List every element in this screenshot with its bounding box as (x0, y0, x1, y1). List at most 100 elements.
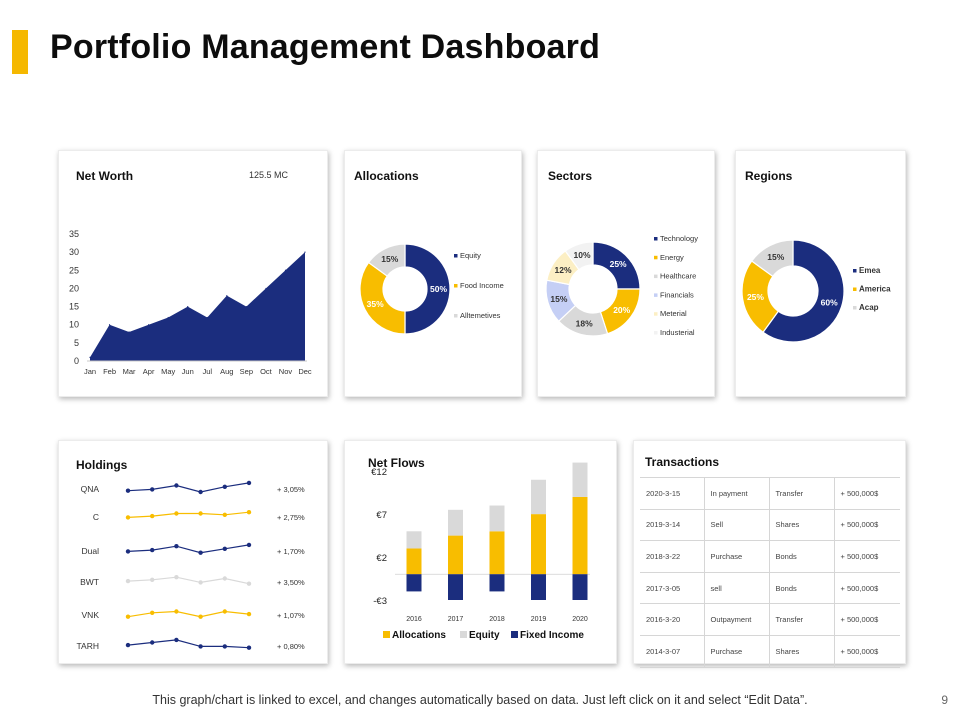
legend-label: Equity (460, 251, 481, 260)
net-worth-point (226, 295, 228, 297)
allocations-chart[interactable]: 50% 35% 15% Equity Food Income Alltemetives (345, 151, 521, 396)
table-cell: sell (704, 572, 770, 605)
sparkline-point (246, 645, 252, 650)
x-tick-label: 2016 (406, 616, 422, 623)
sparkline-point (246, 581, 252, 586)
holding-name: BWT (80, 577, 99, 587)
legend-label: Food Income (460, 281, 504, 290)
sparkline-point (198, 511, 203, 516)
bar-segment (531, 514, 546, 575)
legend-label: Fixed Income (520, 630, 584, 641)
x-tick-label: Oct (260, 367, 273, 376)
y-tick-label: 20 (69, 283, 79, 293)
table-cell: + 500,000$ (834, 603, 900, 636)
regions-title: Regions (745, 169, 793, 183)
sparkline-point (174, 575, 179, 580)
y-tick-label: 30 (69, 247, 79, 257)
slice-value-label: 25% (610, 259, 627, 269)
net-flows-chart[interactable]: -€3 €2 €7 €12 2016 2017 2018 2019 2020 Allocation… (345, 441, 616, 663)
sparkline (127, 482, 250, 493)
table-row[interactable]: 2020-3-15 In payment Transfer + 500,000$ (640, 477, 900, 510)
sparkline-point (222, 609, 227, 614)
table-cell: Bonds (769, 572, 835, 605)
legend-swatch (654, 331, 658, 335)
bar-segment (572, 574, 588, 600)
sparkline-point (150, 487, 155, 492)
slice-value-label: 15% (550, 294, 567, 304)
sectors-chart[interactable]: 25% 20% 18% 15% 12%10% Technology Energy Health… (538, 151, 714, 396)
table-cell: In payment (704, 477, 770, 510)
net-flows-title: Net Flows (368, 456, 425, 470)
slice-value-label: 25% (747, 292, 764, 302)
sparkline-point (246, 542, 252, 548)
table-row[interactable]: 2018-3-22 Purchase Bonds + 500,000$ (640, 540, 900, 573)
sparkline-point (150, 513, 155, 519)
net-worth-point (167, 316, 169, 319)
allocations-card[interactable]: Allocations 50% 35% 15% Equity Food Income Al… (344, 150, 522, 397)
bar-segment (489, 574, 505, 592)
x-tick-label: Sep (240, 367, 253, 376)
donut-slice (359, 261, 406, 335)
net-worth-point (108, 324, 111, 326)
table-cell: + 500,000$ (834, 509, 900, 542)
net-worth-point (284, 269, 287, 271)
legend-swatch (654, 293, 658, 297)
y-tick-label: -€3 (373, 596, 387, 607)
sparkline-point (222, 546, 227, 551)
regions-card[interactable]: Regions 60% 25% 15% Emea America Acap (735, 150, 906, 397)
transactions-card[interactable]: Transactions 2020-3-15 In payment Transfer… (633, 440, 906, 668)
legend-swatch (654, 255, 658, 260)
table-cell: 2016-3-20 (640, 603, 705, 636)
donut-slice (367, 243, 406, 277)
bar-segment (448, 509, 463, 536)
table-row[interactable]: 2016-3-20 Outpayment Transfer + 500,000$ (640, 603, 900, 636)
net-worth-card[interactable]: Net Worth 125.5 MC 0 5 10 15 20 25 30 35 Jan Feb M… (58, 150, 328, 397)
table-row[interactable]: 2014-3-07 Purchase Shares + 500,000$ (640, 635, 900, 668)
title-accent-bar (12, 30, 28, 74)
sparkline-point (198, 580, 203, 585)
sectors-card[interactable]: Sectors 25% 20% 18% 15% 12% 10% Technology Ener… (537, 150, 715, 397)
holdings-chart[interactable]: QNA + 3,05% C + 2,75% Dual + 1,70% BWT + 3,50% V… (59, 441, 327, 663)
sparkline-point (150, 640, 155, 645)
x-tick-label: Jun (182, 367, 194, 376)
table-cell: Sell (704, 509, 770, 542)
x-tick-label: Dec (298, 367, 312, 376)
bar-segment (448, 574, 463, 600)
donut-slice (404, 243, 451, 335)
x-tick-label: Aug (220, 367, 233, 376)
allocations-title: Allocations (354, 169, 419, 183)
legend-label: Healthcare (660, 272, 696, 281)
table-row[interactable]: 2017-3-05 sell Bonds + 500,000$ (640, 572, 900, 605)
bar-segment (406, 548, 422, 575)
sparkline-point (222, 576, 227, 581)
page-number: 9 (941, 693, 948, 707)
x-tick-label: Nov (279, 367, 293, 376)
legend-label: Alltemetives (460, 311, 501, 320)
table-row[interactable]: 2019-3-14 Sell Shares + 500,000$ (640, 509, 900, 542)
regions-chart[interactable]: 60% 25% 15% Emea America Acap (736, 151, 905, 396)
legend-label: Equity (469, 630, 500, 641)
holding-change: + 3,50% (277, 578, 305, 587)
table-cell: + 500,000$ (834, 572, 900, 605)
holdings-card[interactable]: Holdings QNA + 3,05% C + 2,75% Dual + 1,70% BW… (58, 440, 328, 664)
legend-label: America (859, 285, 891, 294)
holdings-title: Holdings (76, 458, 128, 472)
legend-label: Meterial (660, 309, 687, 318)
holding-name: QNA (81, 484, 100, 494)
slice-value-label: 18% (576, 318, 593, 328)
legend-label: Allocations (392, 630, 446, 641)
net-worth-area (90, 252, 305, 361)
legend-swatch (454, 314, 458, 318)
net-flows-card[interactable]: Net Flows -€3 €2 €7 €12 2016 2017 2018 2019 2020… (344, 440, 617, 664)
y-tick-label: 25 (69, 265, 79, 275)
legend-swatch (654, 237, 658, 241)
sparkline-point (246, 611, 252, 617)
sparkline (127, 610, 250, 618)
table-cell: 2020-3-15 (640, 477, 705, 510)
footer-note: This graph/chart is linked to excel, and… (152, 693, 808, 707)
holding-name: VNK (82, 610, 100, 620)
sparkline-point (150, 547, 155, 553)
net-worth-chart[interactable]: 0 5 10 15 20 25 30 35 Jan Feb Mar Apr May Jun Jul Aug Se… (59, 151, 327, 396)
holding-name: Dual (82, 546, 100, 556)
table-cell: Transfer (769, 477, 835, 510)
